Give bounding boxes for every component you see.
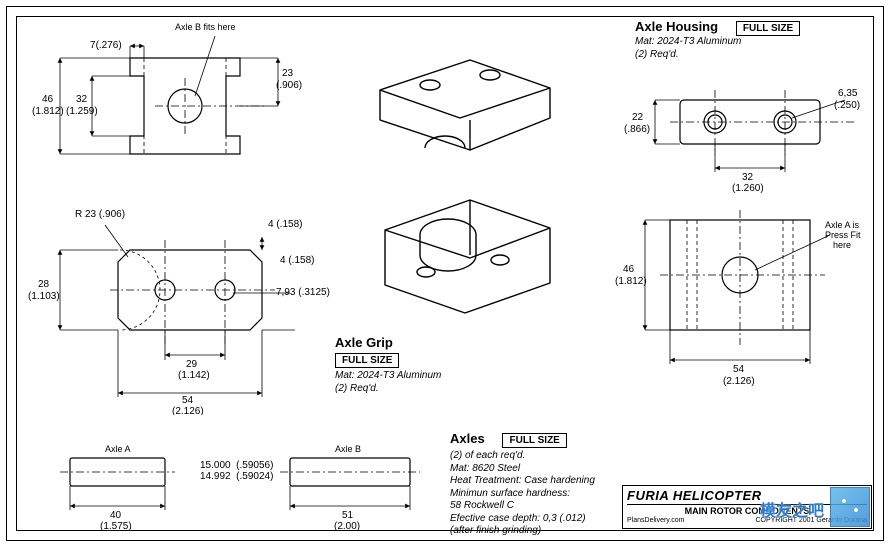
svg-text:54: 54 (182, 395, 194, 406)
axle-grip-isometric (330, 40, 570, 350)
axle-grip-title-block: Axle Grip FULL SIZE Mat: 2024-T3 Aluminu… (335, 335, 441, 395)
svg-text:32: 32 (76, 94, 88, 105)
svg-text:4 (.158): 4 (.158) (268, 219, 302, 230)
svg-text:4 (.158): 4 (.158) (280, 255, 314, 266)
svg-text:51: 51 (342, 510, 354, 521)
svg-text:(1.812): (1.812) (615, 276, 647, 287)
axle-housing-front: 22 (.866) 6,35 (.250) 32 (1.260) (615, 70, 875, 200)
svg-text:Axle B: Axle B (335, 444, 361, 454)
svg-text:7(.276): 7(.276) (90, 40, 122, 51)
axle-grip-title: Axle Grip (335, 335, 441, 350)
svg-text:(.866): (.866) (624, 124, 650, 135)
axle-grip-size-box: FULL SIZE (335, 353, 399, 368)
svg-text:(1.142): (1.142) (178, 370, 210, 381)
svg-text:29: 29 (186, 359, 198, 370)
svg-text:7,93 (.3125): 7,93 (.3125) (276, 287, 330, 298)
axles-notes: (2) of each req'd. Mat: 8620 Steel Heat … (450, 450, 595, 538)
axle-a-view: Axle A 40 (1.575) (30, 438, 220, 538)
svg-text:(1.575): (1.575) (100, 521, 132, 532)
watermark-qr-icon (830, 487, 870, 527)
svg-text:(1.260): (1.260) (732, 183, 764, 194)
svg-text:Axle A is: Axle A is (825, 220, 860, 230)
svg-text:32: 32 (742, 172, 754, 183)
svg-text:46: 46 (623, 264, 635, 275)
svg-text:(2.00): (2.00) (334, 521, 360, 532)
svg-text:Press Fit: Press Fit (825, 230, 861, 240)
svg-text:(1.103): (1.103) (28, 291, 60, 302)
svg-text:R 23 (.906): R 23 (.906) (75, 209, 125, 220)
svg-text:(2.126): (2.126) (172, 406, 204, 415)
svg-text:46: 46 (42, 94, 54, 105)
svg-text:(1.812): (1.812) (32, 106, 64, 117)
svg-text:(1.259): (1.259) (66, 106, 98, 117)
svg-text:here: here (833, 240, 851, 250)
axle-housing-header: Axle Housing FULL SIZE Mat: 2024-T3 Alum… (635, 18, 800, 61)
axle-grip-front-view: Axle B fits here 46 (1.812) 32 (1.259) 7… (20, 18, 320, 198)
axle-b-view: Axle B 51 (2.00) (260, 438, 450, 538)
note-axle-b: Axle B fits here (175, 22, 236, 32)
svg-text:(.906): (.906) (276, 80, 302, 91)
svg-text:54: 54 (733, 364, 745, 375)
axles-block: Axles FULL SIZE (2) of each req'd. Mat: … (450, 430, 595, 538)
axle-housing-side: Axle A is Press Fit here 46 (1.812) 54 (… (615, 200, 875, 410)
svg-text:(.250): (.250) (834, 100, 860, 111)
svg-text:23: 23 (282, 68, 294, 79)
svg-text:Axle A: Axle A (105, 444, 131, 454)
svg-text:6,35: 6,35 (838, 88, 858, 99)
svg-text:28: 28 (38, 279, 50, 290)
axle-grip-top-view: R 23 (.906) 4 (.158) 4 (.158) 7,93 (.312… (20, 195, 340, 415)
svg-text:40: 40 (110, 510, 122, 521)
watermark-text: 模友之吧 (760, 497, 824, 521)
svg-text:22: 22 (632, 112, 644, 123)
svg-text:(2.126): (2.126) (723, 376, 755, 387)
